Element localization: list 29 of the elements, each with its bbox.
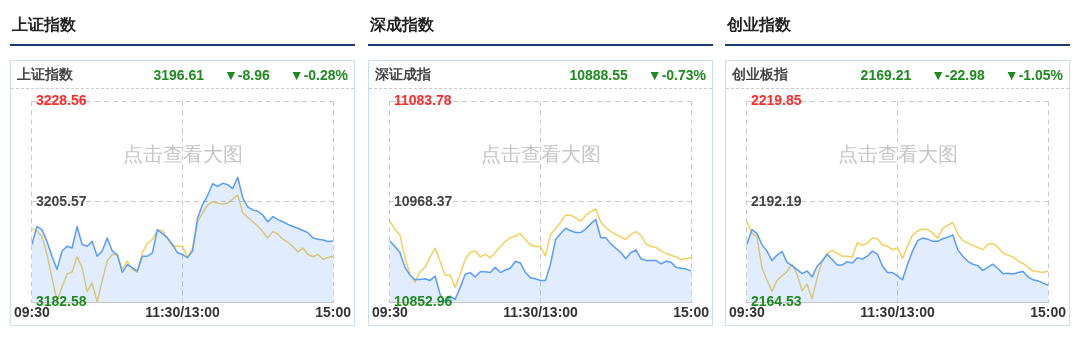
- annotation: 点击查看大图: [122, 143, 243, 166]
- text: 3196.61: [153, 66, 204, 83]
- chart-subtitle: 创业板指: [732, 65, 789, 84]
- x-tick-label: 15:00: [673, 304, 710, 321]
- x-tick-label: 11:30/13:00: [503, 304, 579, 321]
- chart-title: 创业指数: [725, 0, 1070, 46]
- text: 2169.21: [860, 66, 912, 83]
- y-tick-label: 3205.57: [35, 192, 87, 209]
- x-tick-label: 15:00: [1030, 304, 1067, 321]
- annotation: 点击查看大图: [837, 143, 958, 166]
- chart-title: 上证指数: [10, 0, 355, 46]
- text: ▼-0.73%: [647, 66, 706, 83]
- x-tick-label: 11:30/13:00: [145, 304, 221, 321]
- y-tick-label: 10968.37: [393, 192, 453, 209]
- annotation: 点击查看大图: [480, 143, 601, 166]
- text: ▼-0.28%: [289, 66, 348, 83]
- text: ▼-8.96: [224, 66, 270, 83]
- text: ▼-22.98: [931, 66, 985, 83]
- chart-subtitle: 上证指数: [17, 65, 74, 84]
- text: ▼-1.05%: [1004, 66, 1063, 83]
- x-tick-label: 15:00: [315, 304, 352, 321]
- chart-title: 深成指数: [368, 0, 713, 46]
- y-tick-label: 2192.19: [750, 192, 802, 209]
- y-tick-label: 2219.85: [750, 92, 802, 109]
- chart-subtitle: 深证成指: [375, 65, 432, 84]
- y-tick-label: 3228.56: [35, 92, 87, 109]
- y-tick-label: 11083.78: [393, 92, 452, 109]
- text: 10888.55: [569, 66, 628, 83]
- x-tick-label: 11:30/13:00: [860, 304, 936, 321]
